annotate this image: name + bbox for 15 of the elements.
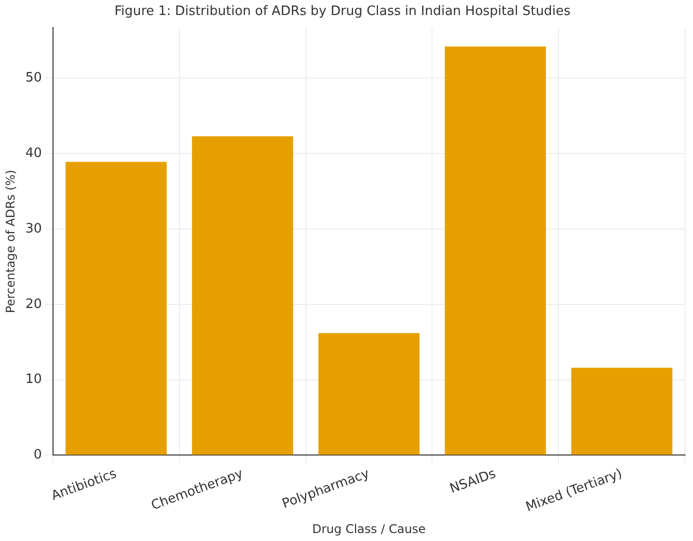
bar [192,136,294,455]
x-axis-title: Drug Class / Cause [312,522,426,536]
y-tick-label: 20 [25,296,42,312]
bar [318,333,420,455]
y-tick-label: 0 [34,448,42,463]
y-tick-label: 50 [25,70,42,86]
y-tick-label: 30 [25,221,42,236]
bar [66,162,167,455]
y-tick-label: 10 [25,372,42,388]
y-tick-label: 40 [25,146,42,161]
chart-title: Figure 1: Distribution of ADRs by Drug Class in Indian Hospital Studies [114,4,571,20]
bar [444,46,546,455]
y-axis-title: Percentage of ADRs (%) [3,170,18,314]
bar [571,368,672,455]
x-tick-label: NSAIDs [448,466,498,497]
